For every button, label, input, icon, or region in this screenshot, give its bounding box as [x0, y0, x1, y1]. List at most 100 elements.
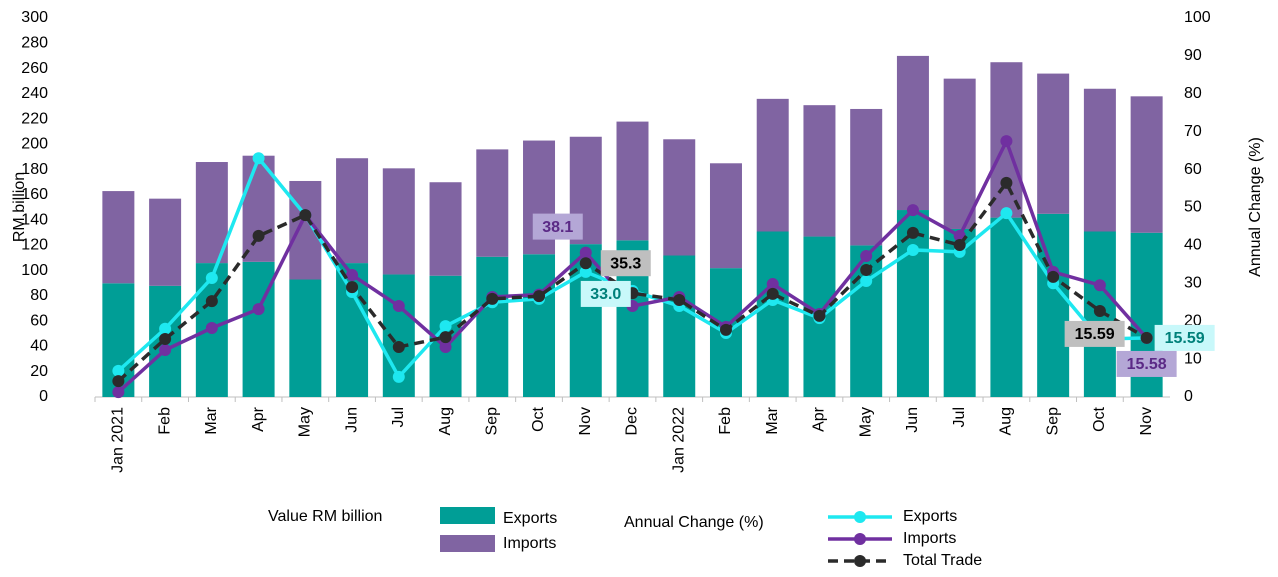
bar — [336, 158, 369, 264]
x-tick-label: Feb — [717, 407, 734, 435]
marker — [159, 333, 172, 346]
data-label: 15.59 — [1165, 330, 1205, 347]
y-tick-label: 40 — [30, 338, 48, 355]
y2-tick-label: 90 — [1184, 47, 1202, 64]
bar — [803, 105, 836, 237]
bar — [1037, 73, 1070, 214]
x-tick-label: Oct — [530, 406, 547, 431]
marker — [860, 275, 873, 288]
bar — [523, 254, 556, 397]
marker — [392, 370, 405, 383]
bar — [476, 149, 509, 257]
bar — [149, 198, 182, 286]
y2-tick-label: 60 — [1184, 161, 1202, 178]
bar — [476, 256, 509, 397]
marker — [439, 320, 452, 333]
legend-label: Imports — [503, 535, 556, 552]
y2-tick-label: 10 — [1184, 350, 1202, 367]
legend-marker — [854, 511, 866, 523]
marker — [1000, 135, 1013, 148]
y2-tick-label: 30 — [1184, 275, 1202, 292]
x-tick-label: Jul — [951, 407, 968, 427]
bar — [289, 279, 322, 397]
data-label-box — [600, 250, 651, 277]
x-tick-label: Nov — [1138, 407, 1155, 435]
legend-label: Exports — [903, 508, 957, 525]
x-tick-label: Aug — [437, 407, 454, 435]
y-tick-label: 260 — [21, 60, 48, 77]
bar — [663, 139, 696, 256]
marker — [205, 271, 218, 284]
marker — [159, 344, 172, 357]
y2-tick-label: 40 — [1184, 237, 1202, 254]
marker — [1000, 207, 1013, 220]
bar — [429, 182, 462, 276]
bar — [1130, 96, 1163, 233]
marker — [579, 257, 592, 270]
marker — [486, 292, 499, 305]
y2-tick-label: 80 — [1184, 85, 1202, 102]
marker — [906, 226, 919, 239]
x-tick-label: Sep — [484, 407, 501, 436]
bar — [850, 108, 883, 246]
marker — [205, 295, 218, 308]
x-tick-label: Apr — [250, 406, 267, 432]
data-label-box — [1064, 320, 1125, 347]
bar — [382, 168, 415, 275]
marker — [953, 239, 966, 252]
marker — [906, 204, 919, 217]
data-label-box — [580, 280, 631, 307]
y-axis-label: RM billion — [11, 172, 28, 242]
bar — [242, 261, 275, 397]
bar — [709, 163, 742, 269]
y-tick-label: 0 — [39, 388, 48, 405]
y-tick-label: 180 — [21, 161, 48, 178]
bar — [663, 255, 696, 397]
x-tick-label: May — [857, 407, 874, 437]
marker — [860, 250, 873, 263]
x-tick-label: Jan 2022 — [670, 407, 687, 473]
marker — [112, 386, 125, 399]
marker — [346, 281, 359, 294]
marker — [392, 300, 405, 313]
line — [117, 179, 1148, 383]
legend-marker — [854, 533, 866, 545]
marker — [533, 290, 546, 303]
x-tick-label: Sep — [1044, 407, 1061, 436]
bar — [990, 217, 1023, 397]
marker — [252, 229, 265, 242]
data-label: 15.58 — [1127, 356, 1167, 373]
marker — [346, 268, 359, 281]
x-tick-label: Jun — [343, 407, 360, 433]
y-tick-label: 80 — [30, 287, 48, 304]
x-tick-label: Nov — [577, 407, 594, 435]
legend-marker — [854, 555, 866, 567]
y-tick-label: 200 — [21, 136, 48, 153]
x-tick-label: Mar — [764, 406, 781, 434]
marker — [392, 340, 405, 353]
marker — [252, 152, 265, 165]
marker — [906, 243, 919, 256]
y2-tick-label: 0 — [1184, 388, 1193, 405]
marker — [112, 364, 125, 377]
x-tick-label: Dec — [624, 407, 641, 435]
y2-tick-label: 100 — [1184, 9, 1211, 26]
y2-tick-label: 70 — [1184, 123, 1202, 140]
data-label: 35.3 — [610, 255, 641, 272]
x-tick-label: Aug — [998, 407, 1015, 435]
marker — [766, 278, 779, 291]
y-tick-label: 300 — [21, 9, 48, 26]
marker — [252, 303, 265, 316]
marker — [439, 331, 452, 344]
marker — [1047, 270, 1060, 283]
y2-tick-label: 50 — [1184, 199, 1202, 216]
marker — [1000, 176, 1013, 189]
x-tick-label: Jan 2021 — [110, 407, 127, 473]
x-tick-label: Mar — [203, 406, 220, 434]
marker — [299, 209, 312, 222]
marker — [205, 322, 218, 335]
x-tick-label: Jun — [904, 407, 921, 433]
legend-label: Total Trade — [903, 552, 982, 569]
marker — [860, 264, 873, 277]
